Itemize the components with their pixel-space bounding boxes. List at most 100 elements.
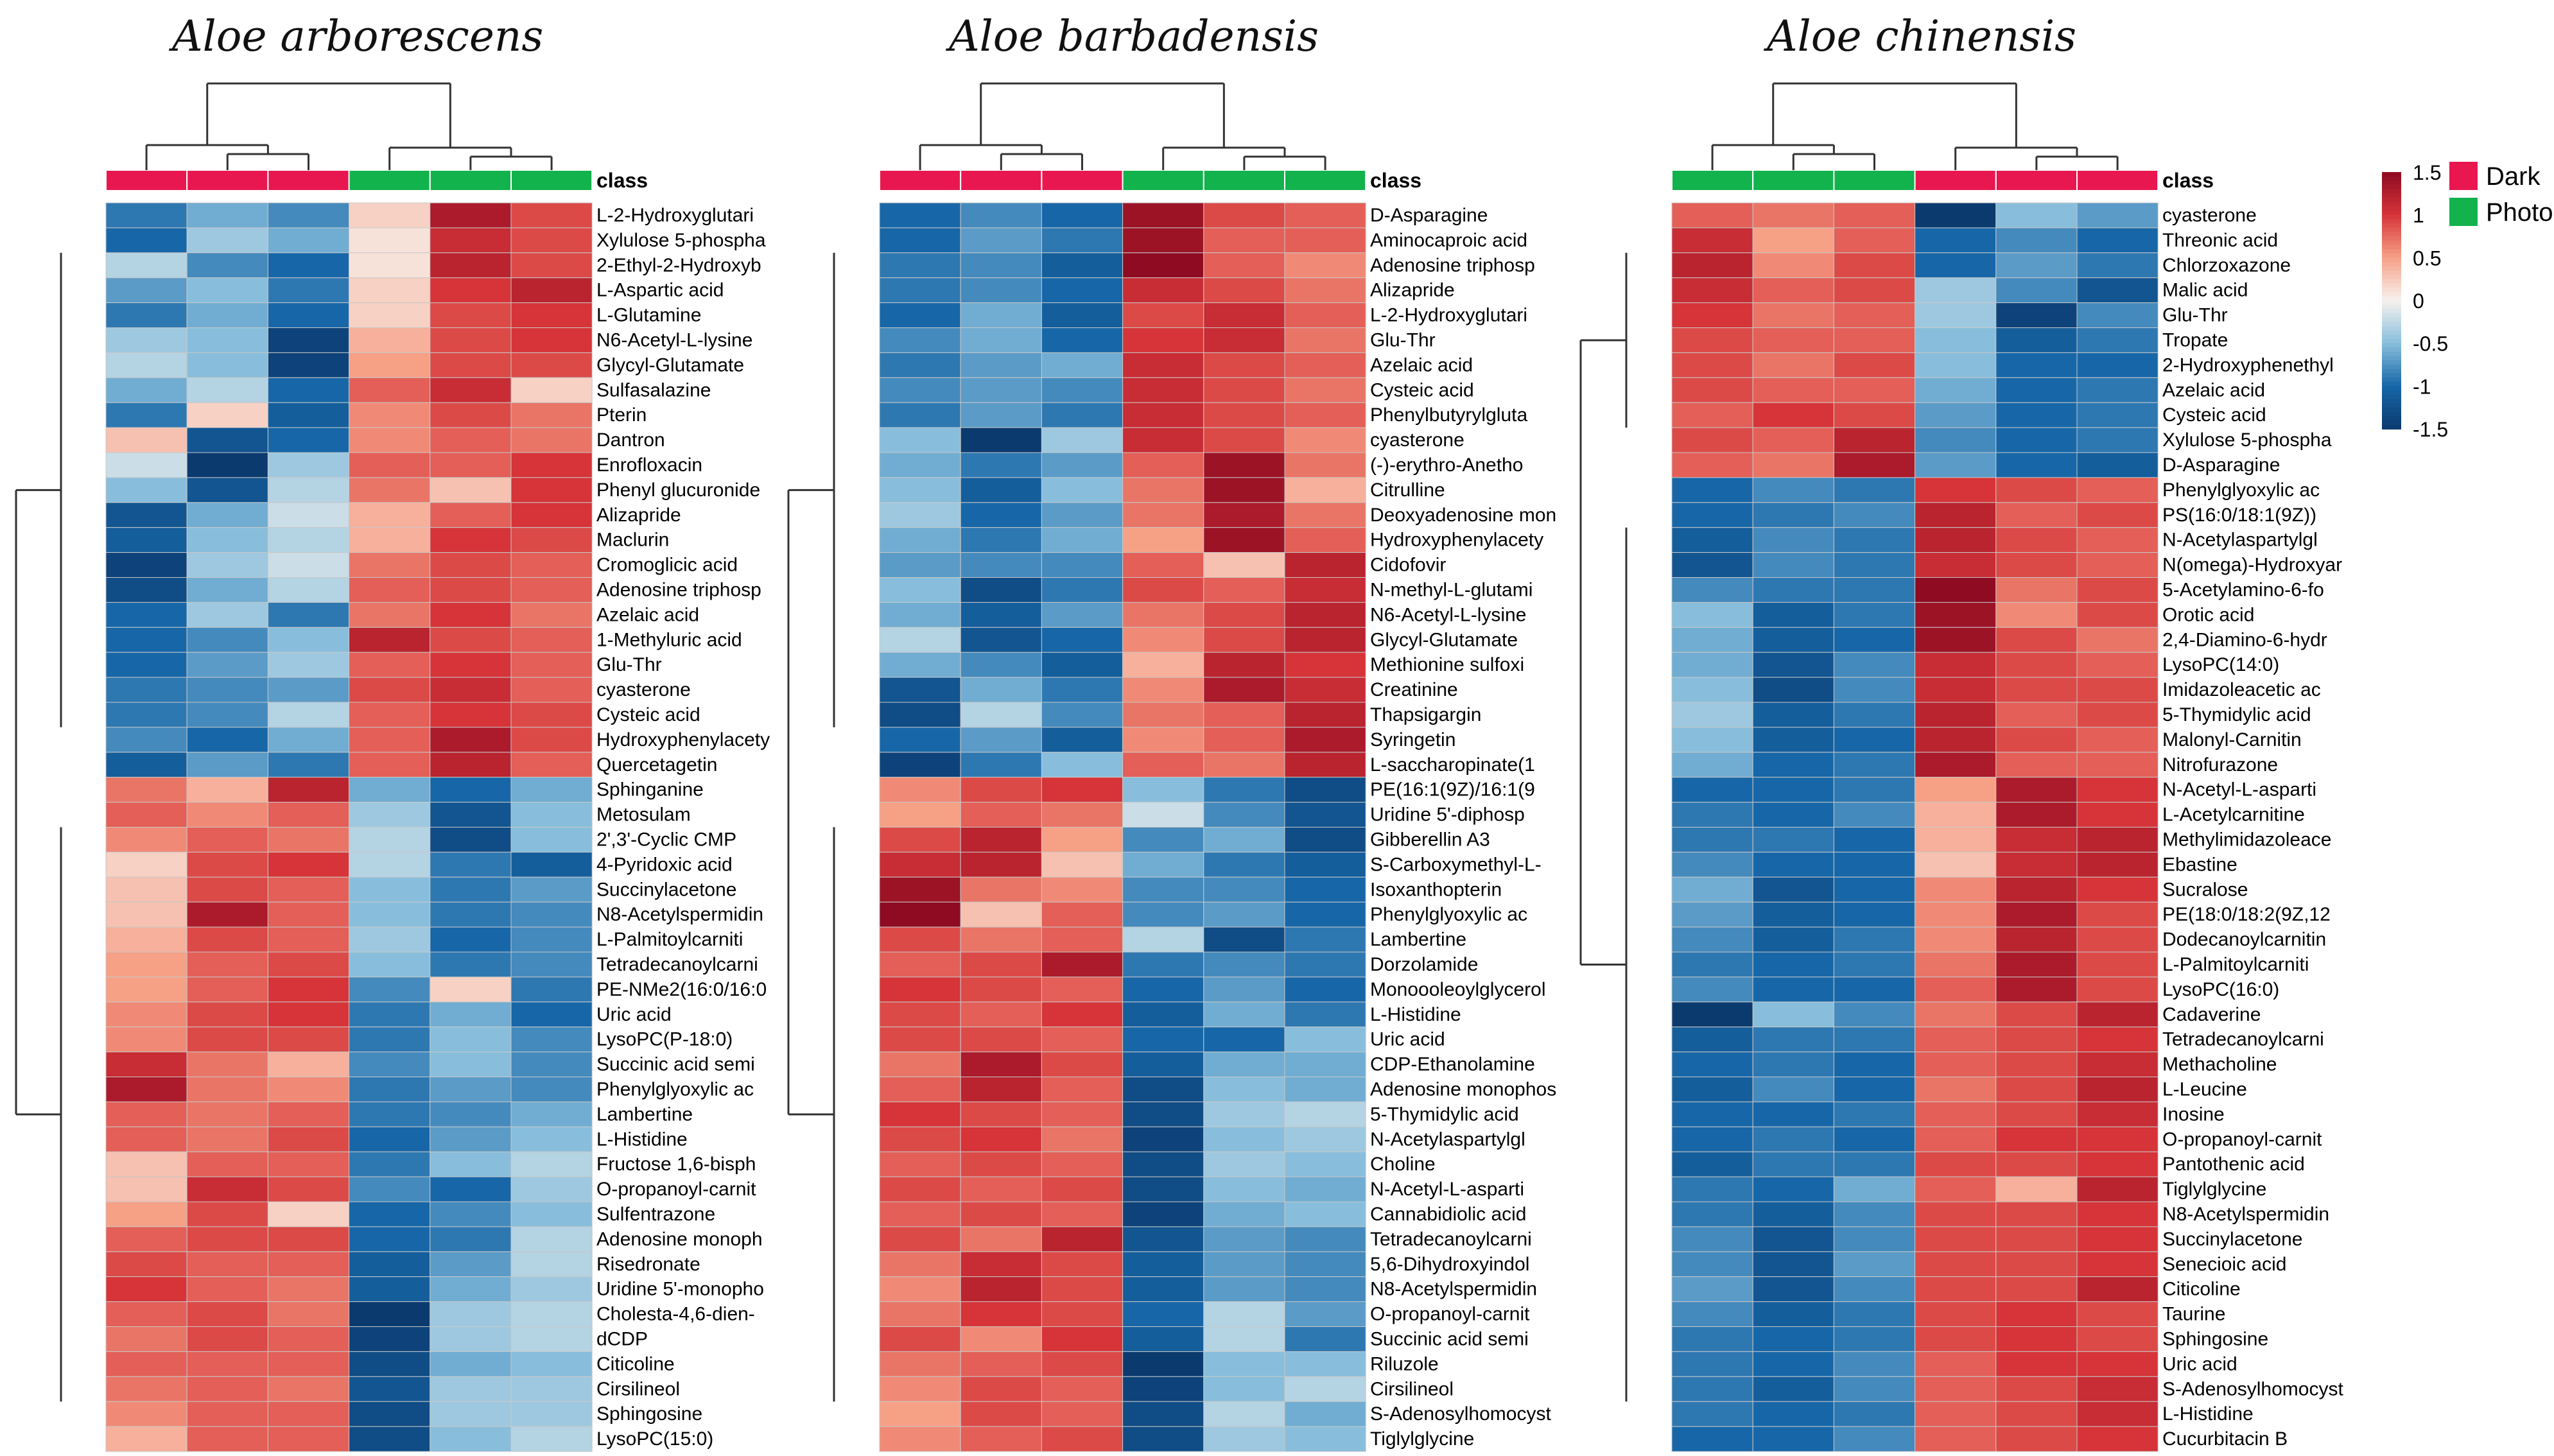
heatmap-cell — [1752, 352, 1834, 378]
legend-gradient-segment — [2382, 352, 2401, 357]
heatmap-cell — [1671, 377, 1753, 403]
heatmap-cell — [105, 1426, 187, 1452]
heatmap-cell — [1671, 477, 1753, 503]
row-label: Senecioic acid — [2162, 1254, 2286, 1275]
heatmap-cell — [267, 851, 350, 878]
legend-gradient-segment — [2382, 304, 2401, 310]
row-label: LysoPC(14:0) — [2162, 654, 2279, 675]
heatmap-cell — [430, 976, 512, 1003]
heatmap-cell — [1752, 202, 1834, 229]
heatmap-cell — [1995, 1276, 2078, 1303]
heatmap-cell — [1041, 1426, 1124, 1452]
heatmap-cell — [105, 827, 187, 853]
heatmap-cell — [186, 1001, 268, 1028]
heatmap-cell — [186, 777, 268, 803]
heatmap-cell — [1203, 1276, 1285, 1303]
heatmap-cell — [1203, 627, 1285, 653]
row-label: N(omega)-Hydroxyar — [2162, 555, 2342, 576]
heatmap-cell — [1915, 702, 1997, 728]
heatmap-cell — [1203, 352, 1285, 378]
heatmap-cell — [1915, 951, 1997, 978]
heatmap-cell — [186, 851, 268, 878]
class-cell — [1284, 169, 1367, 191]
heatmap-cell — [510, 777, 593, 803]
heatmap-cell — [1284, 277, 1366, 304]
heatmap-cell — [349, 1126, 431, 1152]
heatmap-cell — [349, 427, 431, 453]
heatmap-cell — [510, 1276, 593, 1303]
row-label: Orotic acid — [2162, 604, 2254, 625]
row-label: Adenosine triphosp — [596, 580, 761, 601]
heatmap-cell — [267, 1301, 350, 1327]
heatmap-cell — [1122, 302, 1204, 329]
heatmap-cell — [1671, 352, 1753, 378]
heatmap-cell — [1752, 827, 1834, 853]
heatmap-cell — [430, 876, 512, 903]
heatmap-cell — [1752, 1027, 1834, 1053]
legend-gradient-segment — [2382, 219, 2401, 224]
heatmap-cell — [2076, 1052, 2159, 1077]
heatmap-cell — [1995, 926, 2078, 953]
heatmap-cell — [510, 1201, 593, 1227]
heatmap-cell — [1915, 1077, 1997, 1102]
heatmap-cell — [2076, 1276, 2159, 1303]
heatmap-cell — [1915, 1126, 1997, 1152]
heatmap-cell — [349, 901, 431, 928]
row-label: Gibberellin A3 — [1370, 829, 1490, 851]
row-label: Maclurin — [596, 530, 669, 551]
heatmap-cell — [1752, 901, 1834, 928]
heatmap-cell — [1995, 1201, 2078, 1227]
heatmap-cell — [267, 1052, 350, 1077]
row-label: Syringetin — [1370, 729, 1455, 750]
row-label: 2,4-Diamino-6-hydr — [2162, 629, 2327, 650]
class-cell — [186, 169, 269, 191]
heatmap-cell — [105, 452, 187, 478]
row-label: Phenyl glucuronide — [596, 480, 760, 501]
heatmap-cell — [267, 577, 350, 603]
row-label: Tetradecanoylcarni — [1370, 1229, 1532, 1250]
heatmap-cell — [267, 702, 350, 728]
row-label: Riluzole — [1370, 1353, 1439, 1374]
heatmap-cell — [1915, 377, 1997, 403]
heatmap-cell — [510, 851, 593, 878]
heatmap-cell — [430, 477, 512, 503]
heatmap-cell — [1122, 1201, 1204, 1227]
heatmap-cell — [1671, 727, 1753, 753]
heatmap-cell — [1995, 277, 2078, 304]
legend-gradient-segment — [2382, 283, 2401, 288]
heatmap-cell — [105, 677, 187, 703]
heatmap-cell — [186, 752, 268, 778]
heatmap-cell — [510, 527, 593, 553]
heatmap-cell — [510, 252, 593, 279]
row-label: Hydroxyphenylacety — [1370, 530, 1543, 551]
heatmap-cell — [960, 1301, 1042, 1327]
heatmap-cell — [1752, 652, 1834, 678]
heatmap-cell — [2076, 252, 2159, 279]
row-label: PE-NMe2(16:0/16:0 — [596, 979, 767, 1000]
row-label: Uric acid — [2162, 1353, 2237, 1374]
heatmap-cell — [1995, 477, 2078, 503]
heatmap-cell — [105, 702, 187, 728]
heatmap-cell — [1203, 1176, 1285, 1202]
row-label: O-propanoyl-carnit — [596, 1179, 756, 1200]
legend-gradient-segment — [2382, 399, 2401, 404]
heatmap-cell — [105, 477, 187, 503]
heatmap-cell — [349, 1151, 431, 1177]
heatmap-cell — [1671, 1077, 1753, 1102]
heatmap-cell — [1752, 851, 1834, 878]
heatmap-cell — [1995, 1376, 2078, 1402]
row-label: Glu-Thr — [596, 654, 662, 675]
heatmap-cell — [430, 951, 512, 978]
heatmap-cell — [1995, 876, 2078, 903]
heatmap-cell — [1122, 1001, 1204, 1028]
row-label: Dantron — [596, 429, 665, 451]
heatmap-cell — [1041, 352, 1124, 378]
heatmap-cell — [349, 202, 431, 229]
heatmap-cell — [1203, 1052, 1285, 1077]
heatmap-cell — [186, 1101, 268, 1127]
heatmap-cell — [1203, 1226, 1285, 1252]
heatmap-cell — [510, 302, 593, 329]
heatmap-cell — [430, 752, 512, 778]
heatmap-cell — [1833, 752, 1916, 778]
heatmap-cell — [430, 327, 512, 353]
